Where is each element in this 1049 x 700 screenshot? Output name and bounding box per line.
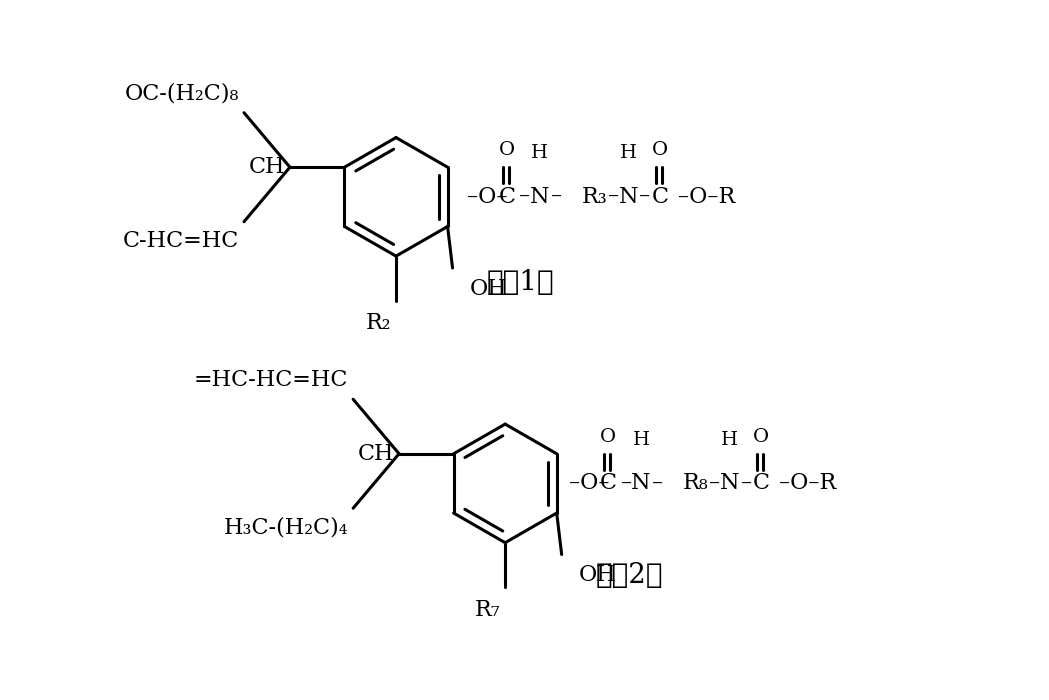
Text: =HC-HC=HC: =HC-HC=HC (194, 370, 348, 391)
Text: N: N (530, 186, 550, 208)
Text: –: – (709, 473, 720, 494)
Text: –: – (640, 186, 650, 208)
Text: –O–R: –O–R (779, 473, 836, 494)
Text: O: O (499, 141, 515, 160)
Text: OH: OH (469, 278, 507, 300)
Text: CH: CH (249, 156, 285, 178)
Text: R₇: R₇ (474, 599, 500, 621)
Text: H: H (633, 430, 649, 449)
Text: N: N (631, 473, 650, 494)
Text: –: – (519, 186, 531, 208)
Text: H: H (532, 144, 549, 162)
Text: –: – (652, 473, 663, 494)
Text: C: C (752, 473, 770, 494)
Text: OH: OH (579, 564, 616, 587)
Text: O: O (600, 428, 617, 446)
Text: –: – (607, 186, 619, 208)
Text: H: H (620, 144, 637, 162)
Text: –O–: –O– (569, 473, 609, 494)
Text: H₃C-(H₂C)₄: H₃C-(H₂C)₄ (223, 516, 348, 538)
Text: N: N (720, 473, 740, 494)
Text: C: C (651, 186, 668, 208)
Text: O: O (753, 428, 769, 446)
Text: R₈: R₈ (683, 473, 708, 494)
Text: 式（2）: 式（2） (596, 562, 663, 589)
Text: OC-(H₂C)₈: OC-(H₂C)₈ (125, 83, 239, 105)
Text: –O–R: –O–R (678, 186, 735, 208)
Text: R₃: R₃ (581, 186, 607, 208)
Text: C: C (498, 186, 516, 208)
Text: 式（1）: 式（1） (487, 270, 554, 296)
Text: –: – (551, 186, 562, 208)
Text: C: C (600, 473, 617, 494)
Text: CH: CH (358, 443, 394, 465)
Text: –O–: –O– (468, 186, 508, 208)
Text: O: O (651, 141, 668, 160)
Text: R₂: R₂ (365, 312, 391, 335)
Text: C-HC=HC: C-HC=HC (123, 230, 239, 251)
Text: –: – (621, 473, 631, 494)
Text: N: N (618, 186, 638, 208)
Text: –: – (741, 473, 752, 494)
Text: H: H (721, 430, 737, 449)
